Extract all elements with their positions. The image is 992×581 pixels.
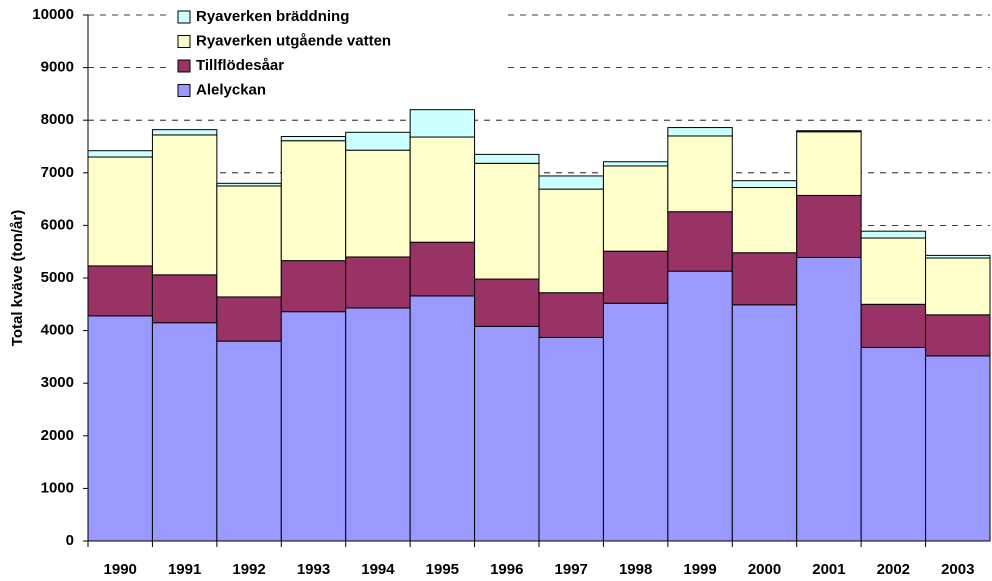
bar-segment <box>925 257 991 316</box>
bar-segment <box>731 252 798 306</box>
x-tick-label: 1999 <box>683 561 716 578</box>
x-tick-label: 2000 <box>748 561 781 578</box>
x-tick-label: 1992 <box>232 561 265 578</box>
bar-segment <box>409 241 476 297</box>
bar-segment <box>602 250 669 304</box>
bar-segment <box>925 314 991 357</box>
bar-segment <box>87 315 153 542</box>
bar-segment <box>796 131 862 196</box>
bar-segment <box>667 211 733 272</box>
legend-box <box>172 4 502 102</box>
bar-segment <box>731 187 798 254</box>
legend-label: Tillflödesåar <box>196 57 284 74</box>
x-tick-label: 2001 <box>812 561 845 578</box>
bar-segment <box>860 230 927 239</box>
bar-segment <box>538 175 604 190</box>
bar-segment <box>860 303 927 348</box>
bar-segment <box>216 185 282 298</box>
legend-swatch <box>177 84 191 97</box>
bar-segment <box>474 153 540 164</box>
legend-swatch <box>177 35 191 48</box>
y-tick-label: 4000 <box>41 322 74 339</box>
x-tick-label: 2003 <box>941 561 974 578</box>
bar-segment <box>602 161 669 167</box>
bar-segment <box>87 156 153 267</box>
legend-label: Alelyckan <box>196 81 266 98</box>
legend-swatch <box>177 59 191 73</box>
bar-segment <box>667 135 733 213</box>
y-axis-label: Total kväve (ton/år) <box>9 210 26 346</box>
bar-segment <box>474 162 540 280</box>
y-tick-label: 7000 <box>41 164 74 181</box>
bar-segment <box>860 237 927 305</box>
y-tick-label: 8000 <box>41 111 74 128</box>
x-tick-label: 1993 <box>297 561 330 578</box>
bar-segment <box>538 336 604 542</box>
bar-segment <box>474 325 540 542</box>
x-tick-label: 1998 <box>619 561 652 578</box>
x-tick-label: 1991 <box>168 561 201 578</box>
bar-segment <box>860 346 927 542</box>
bar-segment <box>409 295 476 542</box>
y-tick-label: 10000 <box>32 6 74 23</box>
y-tick-label: 5000 <box>41 269 74 286</box>
bar-segment <box>280 311 347 542</box>
bar-segment <box>87 265 153 317</box>
bar-segment <box>409 136 476 243</box>
y-tick-label: 1000 <box>41 479 74 496</box>
bar-segment <box>151 129 218 136</box>
bar-segment <box>151 134 218 276</box>
x-tick-label: 1990 <box>104 561 137 578</box>
x-tick-label: 1997 <box>555 561 588 578</box>
y-tick-label: 9000 <box>41 59 74 76</box>
bar-segment <box>345 149 411 258</box>
bar-segment <box>602 302 669 542</box>
bar-segment <box>280 260 347 313</box>
bar-segment <box>409 109 476 138</box>
bar-segment <box>925 254 991 259</box>
bar-segment <box>796 130 862 133</box>
y-tick-label: 0 <box>66 532 74 549</box>
bar-segment <box>280 140 347 262</box>
bar-segment <box>151 274 218 324</box>
bar-segment <box>667 127 733 137</box>
bar-segment <box>345 131 411 151</box>
y-tick-label: 2000 <box>41 427 74 444</box>
bar-segment <box>216 182 282 187</box>
bar-segment <box>538 292 604 338</box>
y-tick-label: 6000 <box>41 216 74 233</box>
legend-label: Ryaverken bräddning <box>196 8 349 25</box>
y-tick-label: 3000 <box>41 374 74 391</box>
bar-segment <box>151 322 218 542</box>
bar-segment <box>345 307 411 542</box>
x-tick-label: 1996 <box>490 561 523 578</box>
bar-segment <box>87 150 153 158</box>
bar-segment <box>796 256 862 542</box>
x-tick-label: 1995 <box>426 561 459 578</box>
bar-segment <box>602 165 669 252</box>
x-tick-label: 1994 <box>361 561 395 578</box>
legend-label: Ryaverken utgående vatten <box>196 32 391 49</box>
bar-segment <box>731 180 798 189</box>
bar-segment <box>474 278 540 327</box>
bar-segment <box>538 188 604 294</box>
bar-segment <box>667 270 733 542</box>
bar-segment <box>216 296 282 342</box>
bar-segment <box>925 355 991 542</box>
bar-segment <box>345 256 411 309</box>
bar-segment <box>216 340 282 542</box>
x-tick-label: 2002 <box>877 561 910 578</box>
legend-swatch <box>177 10 191 24</box>
bar-segment <box>796 194 862 258</box>
bar-segment <box>280 136 347 142</box>
bar-segment <box>731 304 798 542</box>
